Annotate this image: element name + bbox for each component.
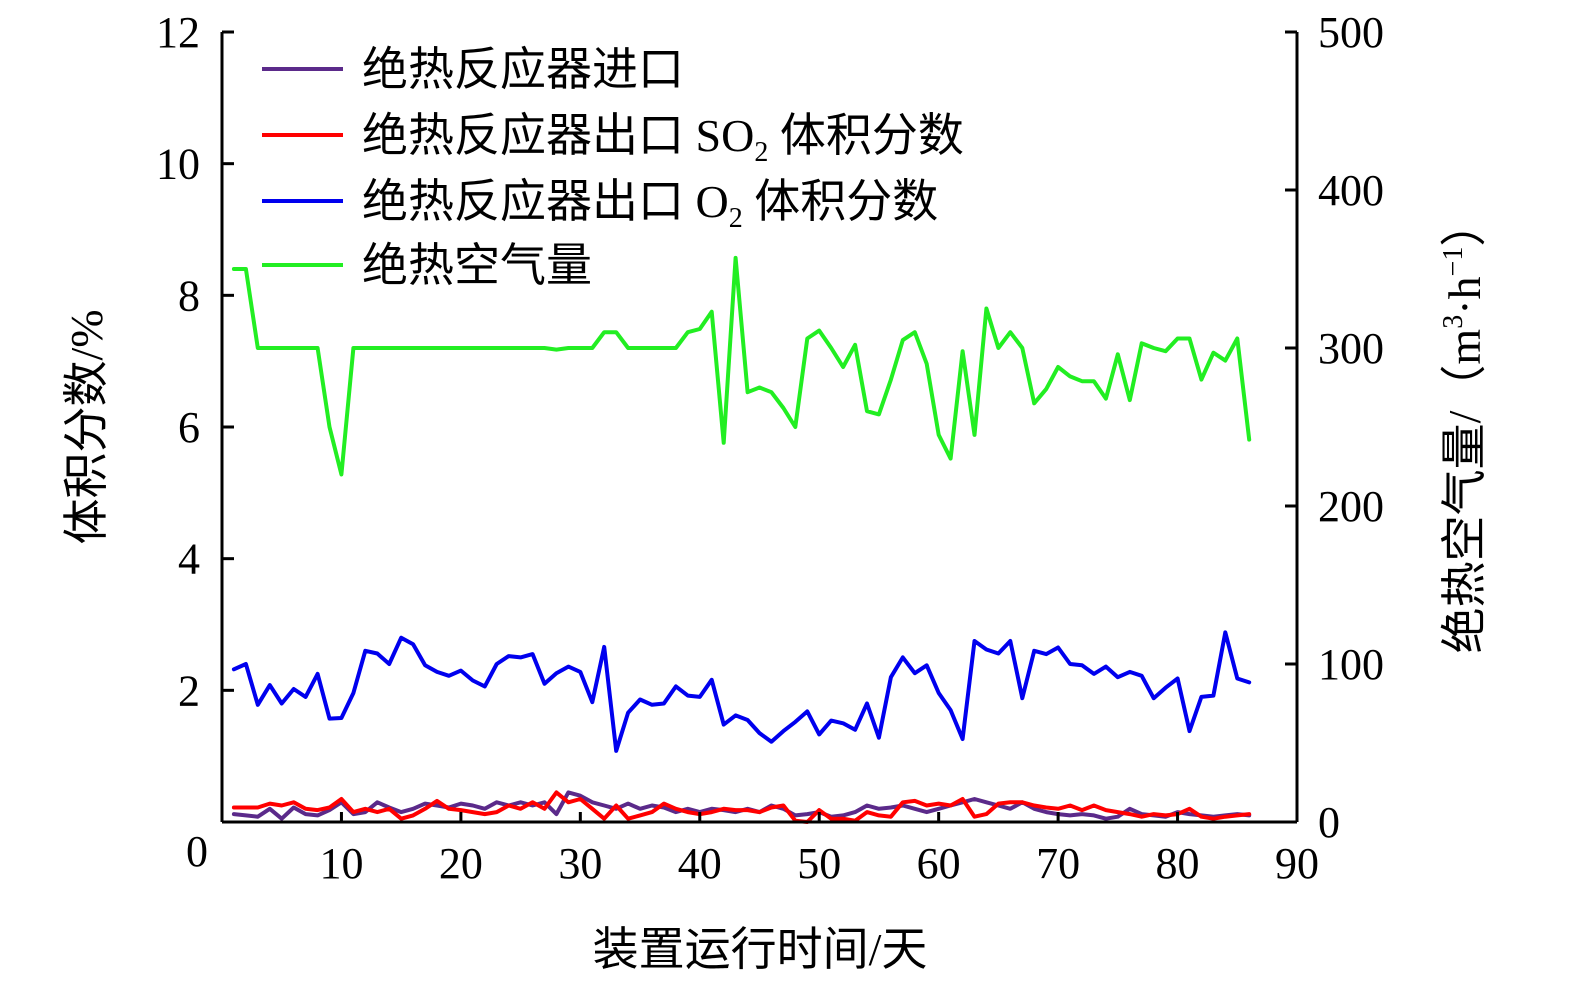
x-tick-label: 20 (439, 839, 483, 888)
legend-label-inlet: 绝热反应器进口 (362, 44, 684, 95)
y-right-tick-label: 200 (1318, 482, 1384, 531)
right-y-title-sup1: 3 (1438, 315, 1469, 329)
x-tick-label: 10 (319, 839, 363, 888)
x-tick-label: 90 (1275, 839, 1319, 888)
y-right-tick-label: 400 (1318, 166, 1384, 215)
x-tick-label: 40 (678, 839, 722, 888)
left-y-axis-title: 体积分数/% (61, 309, 112, 544)
x-tick-label: 30 (558, 839, 602, 888)
y-right-tick-label: 300 (1318, 324, 1384, 373)
x-tick-label: 80 (1156, 839, 1200, 888)
y-right-tick-label: 500 (1318, 8, 1384, 57)
y-left-tick-label: 6 (178, 403, 200, 452)
legend-so2-subscript: 2 (754, 137, 768, 168)
right-y-title-close: ） (1439, 201, 1490, 247)
legend-o2-suffix: 体积分数 (743, 176, 939, 227)
y-left-tick-label: 4 (178, 535, 200, 584)
y-right-tick-label: 0 (1318, 798, 1340, 847)
y-left-tick-label: 2 (178, 666, 200, 715)
legend-label-air: 绝热空气量 (362, 240, 592, 291)
series-layer (231, 255, 1252, 824)
y-left-tick-label: 10 (156, 140, 200, 189)
right-y-title-dot-h: ·h (1439, 276, 1490, 314)
series-line-air (231, 255, 1252, 477)
y-left-tick-label: 12 (156, 8, 200, 57)
legend-label-so2: 绝热反应器出口 SO2 体积分数 (362, 110, 964, 168)
right-y-axis-title: 绝热空气量/（m3·h−1） (1438, 201, 1490, 654)
origin-label: 0 (186, 827, 208, 876)
right-y-title-sup2: −1 (1438, 247, 1469, 277)
legend-o2-text: 绝热反应器出口 O (362, 176, 729, 227)
series-line-so2 (231, 790, 1252, 824)
ticks-layer: 10 20 30 40 50 60 70 80 902468101201002003004005… (156, 8, 1384, 888)
x-tick-label: 70 (1036, 839, 1080, 888)
x-tick-label: 60 (917, 839, 961, 888)
legend-label-o2: 绝热反应器出口 O2 体积分数 (362, 176, 938, 234)
y-right-tick-label: 100 (1318, 640, 1384, 689)
legend-so2-suffix: 体积分数 (768, 110, 964, 161)
series-line-o2 (231, 630, 1252, 753)
x-tick-label: 50 (797, 839, 841, 888)
legend-so2-text: 绝热反应器出口 SO (362, 110, 754, 161)
legend-o2-subscript: 2 (729, 203, 743, 234)
right-y-title-text: 绝热空气量/（m (1439, 329, 1490, 654)
y-left-tick-label: 8 (178, 271, 200, 320)
legend: 绝热反应器进口 绝热反应器出口 SO2 体积分数 绝热反应器出口 O2 体积分数… (262, 44, 964, 291)
x-axis-title: 装置运行时间/天 (593, 924, 928, 975)
